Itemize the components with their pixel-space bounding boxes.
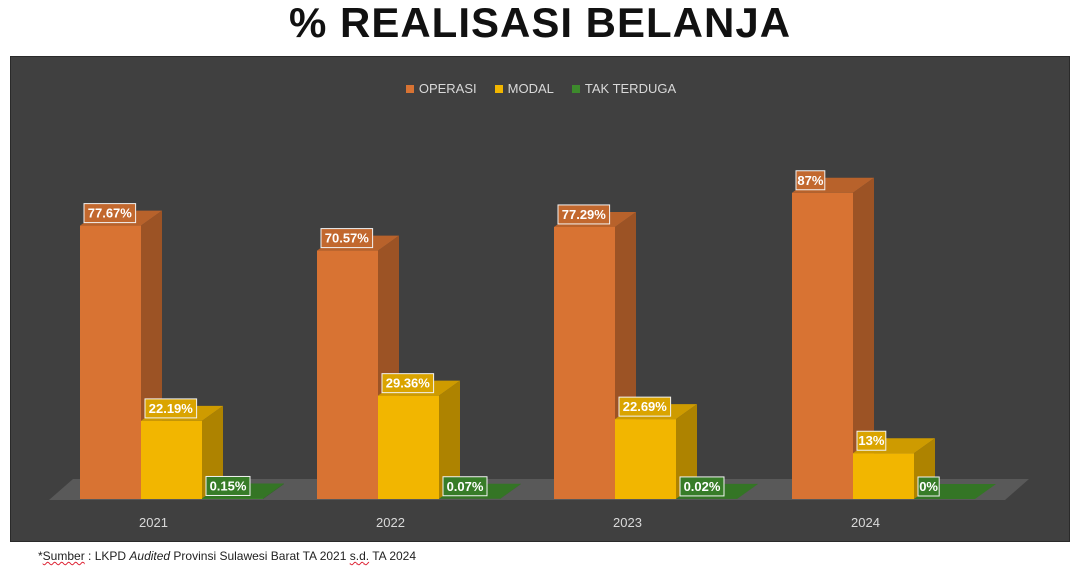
svg-text:22.19%: 22.19% (149, 401, 194, 416)
svg-text:87%: 87% (797, 173, 823, 188)
legend-label: OPERASI (418, 81, 477, 96)
bar-side-operasi-2024 (853, 177, 874, 499)
footnote-audited: Audited (129, 549, 171, 563)
legend-label: MODAL (507, 81, 554, 96)
bar-operasi-2024 (792, 192, 853, 499)
svg-text:70.57%: 70.57% (325, 231, 370, 246)
svg-text:29.36%: 29.36% (386, 376, 431, 391)
data-label-modal-2024: 13% (856, 430, 887, 451)
x-tick-label-2021: 2021 (139, 515, 168, 530)
bar-side-tak-terduga-2021 (263, 483, 284, 499)
data-label-modal-2023: 22.69% (618, 396, 672, 417)
data-label-operasi-2024: 87% (795, 170, 826, 191)
legend-item-tak-terduga: TAK TERDUGA (571, 81, 677, 96)
bar-modal-2021 (141, 420, 202, 499)
svg-text:22.69%: 22.69% (623, 399, 668, 414)
legend-swatch (494, 84, 503, 93)
bar-modal-2022 (378, 395, 439, 499)
legend-swatch (405, 84, 414, 93)
chart-floor (49, 479, 1029, 500)
footnote-sep: : LKPD (84, 549, 130, 563)
legend: OPERASI MODAL TAK TERDUGA (11, 81, 1071, 96)
svg-text:0%: 0% (919, 479, 938, 494)
footnote-rest2: TA 2024 (369, 549, 417, 563)
bar-modal-2023 (615, 419, 676, 499)
data-label-tak-terduga-2022: 0.07% (442, 476, 488, 497)
svg-text:0.15%: 0.15% (210, 478, 247, 493)
bar-operasi-2023 (554, 226, 615, 499)
bar-side-modal-2022 (439, 380, 460, 499)
bar-side-modal-2021 (202, 405, 223, 499)
x-tick-label-2022: 2022 (376, 515, 405, 530)
data-label-tak-terduga-2024: 0% (917, 476, 940, 497)
bar-operasi-2022 (317, 250, 378, 499)
bar-operasi-2021 (80, 225, 141, 499)
data-label-operasi-2023: 77.29% (557, 204, 611, 225)
bar-side-tak-terduga-2022 (500, 483, 521, 499)
x-tick-label-2023: 2023 (613, 515, 642, 530)
svg-text:77.29%: 77.29% (562, 207, 607, 222)
data-label-tak-terduga-2021: 0.15% (205, 475, 251, 496)
x-tick-label-2024: 2024 (851, 515, 880, 530)
bar-side-modal-2023 (676, 404, 697, 499)
svg-text:0.07%: 0.07% (447, 479, 484, 494)
svg-text:0.02%: 0.02% (684, 479, 721, 494)
footnote-sumber: Sumber (42, 549, 85, 563)
bar-chart-svg: 77.67% 22.19% 0.15% 70.57% 29.36% 0.07% 77.29%… (49, 170, 1029, 530)
svg-text:77.67%: 77.67% (88, 206, 133, 221)
svg-text:13%: 13% (858, 433, 884, 448)
legend-label: TAK TERDUGA (584, 81, 677, 96)
chart-title: % REALISASI BELANJA (288, 0, 792, 46)
data-label-tak-terduga-2023: 0.02% (679, 476, 725, 497)
footnote-sd: s.d. (349, 549, 370, 563)
legend-item-modal: MODAL (494, 81, 554, 96)
data-label-operasi-2022: 70.57% (320, 228, 374, 249)
data-label-modal-2021: 22.19% (144, 398, 198, 419)
legend-swatch (571, 84, 580, 93)
footnote-prefix: * (38, 549, 43, 563)
data-label-modal-2022: 29.36% (381, 373, 435, 394)
source-footnote: *Sumber : LKPD Audited Provinsi Sulawesi… (38, 549, 416, 563)
data-label-operasi-2021: 77.67% (83, 203, 137, 224)
footnote-rest1: Provinsi Sulawesi Barat TA 2021 (170, 549, 350, 563)
bar-side-tak-terduga-2023 (737, 483, 758, 499)
chart-area: 77.67% 22.19% 0.15% 70.57% 29.36% 0.07% 77.29%… (10, 56, 1070, 542)
legend-item-operasi: OPERASI (405, 81, 477, 96)
bar-tak-terduga-2021 (202, 498, 263, 499)
bar-modal-2024 (853, 453, 914, 499)
